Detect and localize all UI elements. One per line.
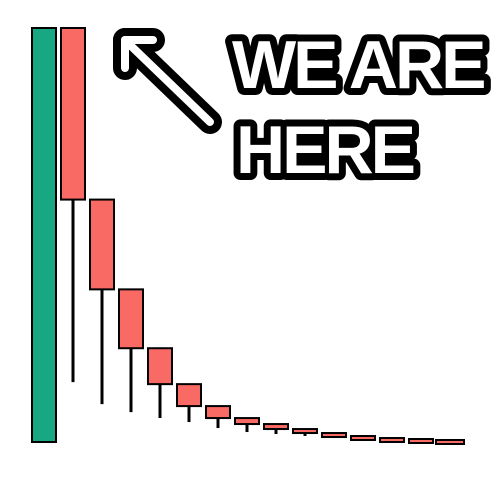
candles-layer — [31, 27, 465, 446]
candle-body — [118, 288, 144, 350]
candle — [60, 27, 86, 383]
candle — [147, 347, 173, 419]
candle — [263, 423, 289, 435]
candle-body — [350, 435, 376, 442]
candle — [379, 437, 405, 444]
candle-body — [408, 438, 434, 445]
candle — [205, 405, 231, 429]
candle — [176, 383, 202, 423]
caption: WE ARE HERE — [225, 20, 494, 195]
candle-body — [379, 437, 405, 444]
candle-body — [321, 432, 347, 439]
candle — [31, 27, 57, 443]
candle-body — [292, 428, 318, 435]
candle — [118, 288, 144, 413]
candle — [435, 439, 465, 446]
candle — [292, 428, 318, 437]
candle-body — [205, 405, 231, 420]
candle-body — [31, 27, 57, 443]
candle — [408, 438, 434, 445]
candle-body — [176, 383, 202, 408]
candle-body — [147, 347, 173, 386]
candle — [321, 432, 347, 439]
candle — [234, 417, 260, 433]
candle-body — [60, 27, 86, 201]
caption-line-1: WE ARE — [232, 27, 484, 103]
candle-body — [263, 423, 289, 431]
candle-body — [234, 417, 260, 426]
caption-line-2: HERE — [236, 112, 414, 188]
candle — [89, 198, 115, 405]
candle-body — [435, 439, 465, 446]
candle — [350, 435, 376, 442]
candle-body — [89, 198, 115, 291]
arrow-up-left-icon — [113, 28, 222, 134]
